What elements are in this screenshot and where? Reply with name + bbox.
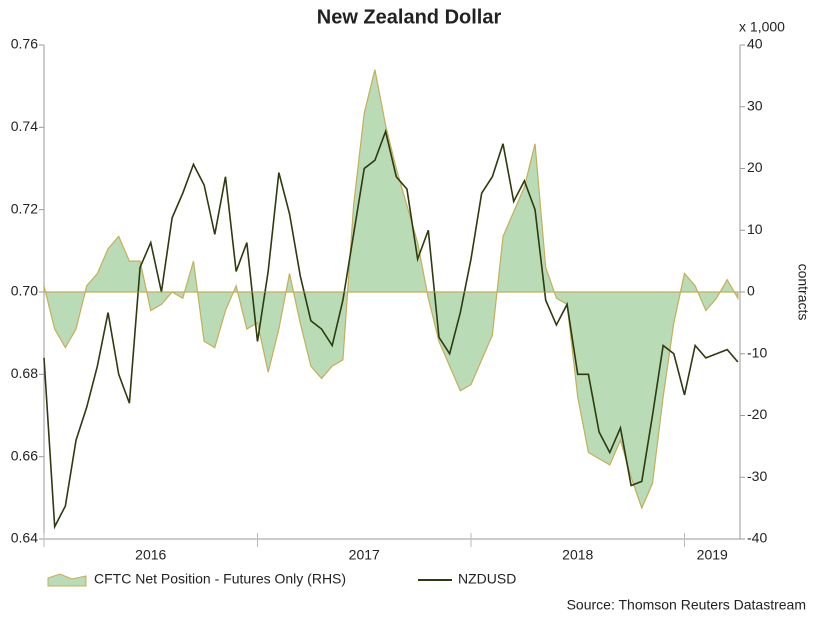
y-tick-label: 0.66 bbox=[11, 447, 38, 463]
x-tick-label: 2017 bbox=[349, 547, 380, 563]
y2-tick-label: -30 bbox=[747, 468, 767, 484]
y-tick-label: 0.76 bbox=[11, 36, 38, 52]
y-tick-label: 0.64 bbox=[11, 530, 38, 546]
x-tick-label: 2018 bbox=[562, 547, 593, 563]
legend-label: NZDUSD bbox=[458, 571, 516, 587]
y2-tick-label: 40 bbox=[747, 36, 763, 52]
y-tick-label: 0.72 bbox=[11, 200, 38, 216]
nzdusd-line bbox=[43, 128, 739, 530]
y2-unit-note: x 1,000 bbox=[739, 19, 785, 35]
y-tick-label: 0.68 bbox=[11, 365, 38, 381]
y2-tick-label: 0 bbox=[747, 283, 755, 299]
x-tick-label: 2019 bbox=[697, 547, 728, 563]
y2-tick-label: -20 bbox=[747, 406, 767, 422]
cftc-area bbox=[43, 69, 739, 510]
legend-label: CFTC Net Position - Futures Only (RHS) bbox=[94, 571, 346, 587]
chart-title: New Zealand Dollar bbox=[317, 6, 502, 28]
y2-tick-label: 10 bbox=[747, 221, 763, 237]
y2-tick-label: -10 bbox=[747, 344, 767, 360]
source-note: Source: Thomson Reuters Datastream bbox=[567, 597, 806, 613]
y2-tick-label: -40 bbox=[747, 530, 767, 546]
x-tick-label: 2016 bbox=[135, 547, 166, 563]
y2-tick-label: 20 bbox=[747, 159, 763, 175]
y2-axis-label: contracts bbox=[795, 264, 811, 321]
y-tick-label: 0.74 bbox=[11, 118, 38, 134]
y-tick-label: 0.70 bbox=[11, 283, 38, 299]
legend-swatch bbox=[47, 573, 87, 587]
y2-tick-label: 30 bbox=[747, 97, 763, 113]
